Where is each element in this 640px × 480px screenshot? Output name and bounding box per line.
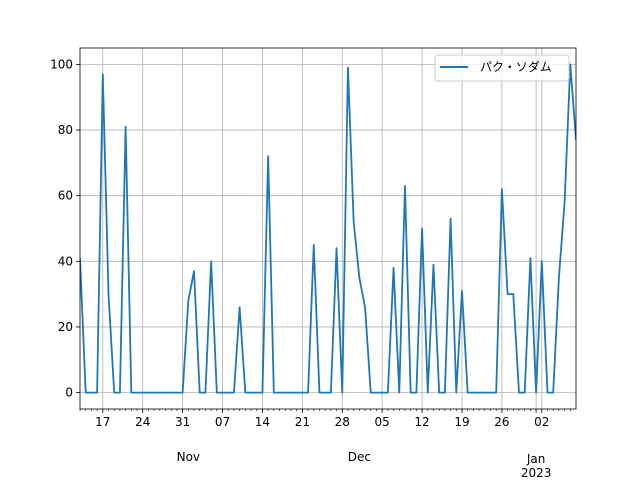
series-line bbox=[80, 63, 576, 394]
x-tick-label: 07 bbox=[215, 415, 230, 429]
x-tick-label: 14 bbox=[255, 415, 270, 429]
x-tick-label: 05 bbox=[375, 415, 390, 429]
x-tick-label: 17 bbox=[95, 415, 110, 429]
x-tick-label: 26 bbox=[494, 415, 509, 429]
x-month-label: Jan bbox=[526, 452, 546, 466]
x-tick-label: 12 bbox=[414, 415, 429, 429]
y-tick-label: 60 bbox=[58, 189, 73, 203]
x-month-label: Nov bbox=[177, 450, 200, 464]
x-tick-label: 31 bbox=[175, 415, 190, 429]
axis-layer: 0 20 40 60 80 100 17 24 31 07 14 21 28 05 12 19 26 02 Nov D… bbox=[50, 57, 571, 480]
legend-label: パク・ソダム bbox=[480, 59, 552, 74]
series-layer bbox=[80, 63, 576, 394]
legend-box bbox=[434, 54, 570, 82]
x-year-label: 2023 bbox=[521, 466, 552, 480]
y-tick-label: 0 bbox=[65, 386, 73, 400]
plot-frame bbox=[79, 47, 577, 410]
legend: パク・ソダム bbox=[434, 54, 570, 82]
y-tick-label: 20 bbox=[58, 320, 73, 334]
y-tick-label: 40 bbox=[58, 254, 73, 268]
x-tick-label: 19 bbox=[454, 415, 469, 429]
y-tick-label: 80 bbox=[58, 123, 73, 137]
x-tick-label: 24 bbox=[135, 415, 150, 429]
x-tick-label: 28 bbox=[335, 415, 350, 429]
x-month-label: Dec bbox=[348, 450, 371, 464]
y-tick-label: 100 bbox=[50, 57, 73, 71]
x-tick-label: 21 bbox=[295, 415, 310, 429]
x-tick-label: 02 bbox=[534, 415, 549, 429]
